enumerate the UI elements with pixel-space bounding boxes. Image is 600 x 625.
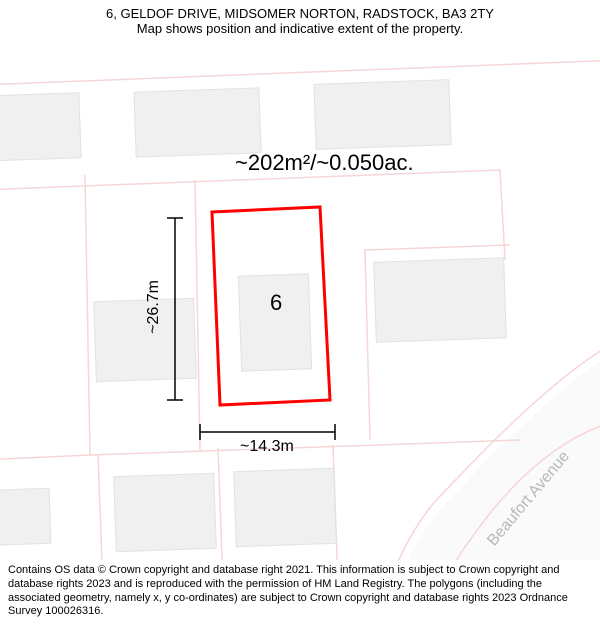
header-subtitle: Map shows position and indicative extent… — [10, 21, 590, 36]
plot-number: 6 — [270, 290, 282, 316]
header: 6, GELDOF DRIVE, MIDSOMER NORTON, RADSTO… — [0, 0, 600, 38]
header-title: 6, GELDOF DRIVE, MIDSOMER NORTON, RADSTO… — [10, 6, 590, 21]
dimension-height: ~26.7m — [145, 280, 163, 334]
area-label: ~202m²/~0.050ac. — [235, 150, 414, 176]
dimension-width: ~14.3m — [240, 438, 294, 456]
footer-copyright: Contains OS data © Crown copyright and d… — [0, 560, 600, 625]
